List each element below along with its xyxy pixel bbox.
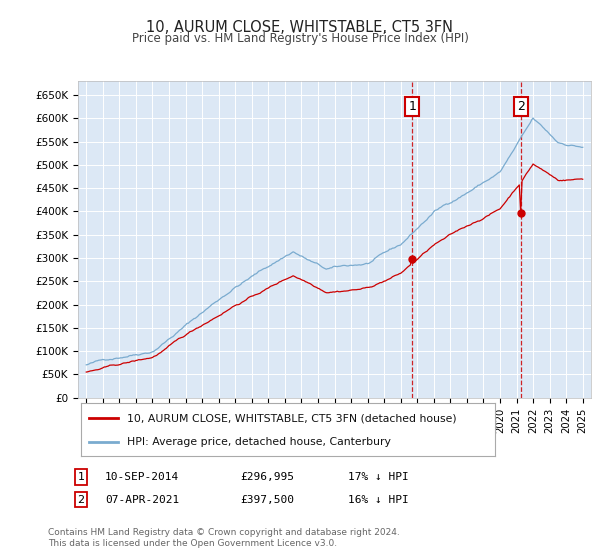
Text: 10-SEP-2014: 10-SEP-2014 — [105, 472, 179, 482]
Text: 1: 1 — [77, 472, 85, 482]
Text: 2: 2 — [77, 494, 85, 505]
Text: Contains HM Land Registry data © Crown copyright and database right 2024.: Contains HM Land Registry data © Crown c… — [48, 528, 400, 536]
Text: HPI: Average price, detached house, Canterbury: HPI: Average price, detached house, Cant… — [127, 436, 391, 446]
Text: 2: 2 — [517, 100, 525, 113]
Text: Price paid vs. HM Land Registry's House Price Index (HPI): Price paid vs. HM Land Registry's House … — [131, 32, 469, 45]
Text: £397,500: £397,500 — [240, 494, 294, 505]
Text: 07-APR-2021: 07-APR-2021 — [105, 494, 179, 505]
Text: 10, AURUM CLOSE, WHITSTABLE, CT5 3FN (detached house): 10, AURUM CLOSE, WHITSTABLE, CT5 3FN (de… — [127, 413, 456, 423]
Text: 16% ↓ HPI: 16% ↓ HPI — [348, 494, 409, 505]
Text: This data is licensed under the Open Government Licence v3.0.: This data is licensed under the Open Gov… — [48, 539, 337, 548]
Text: 17% ↓ HPI: 17% ↓ HPI — [348, 472, 409, 482]
Text: 10, AURUM CLOSE, WHITSTABLE, CT5 3FN: 10, AURUM CLOSE, WHITSTABLE, CT5 3FN — [146, 20, 454, 35]
Text: 1: 1 — [408, 100, 416, 113]
Text: £296,995: £296,995 — [240, 472, 294, 482]
